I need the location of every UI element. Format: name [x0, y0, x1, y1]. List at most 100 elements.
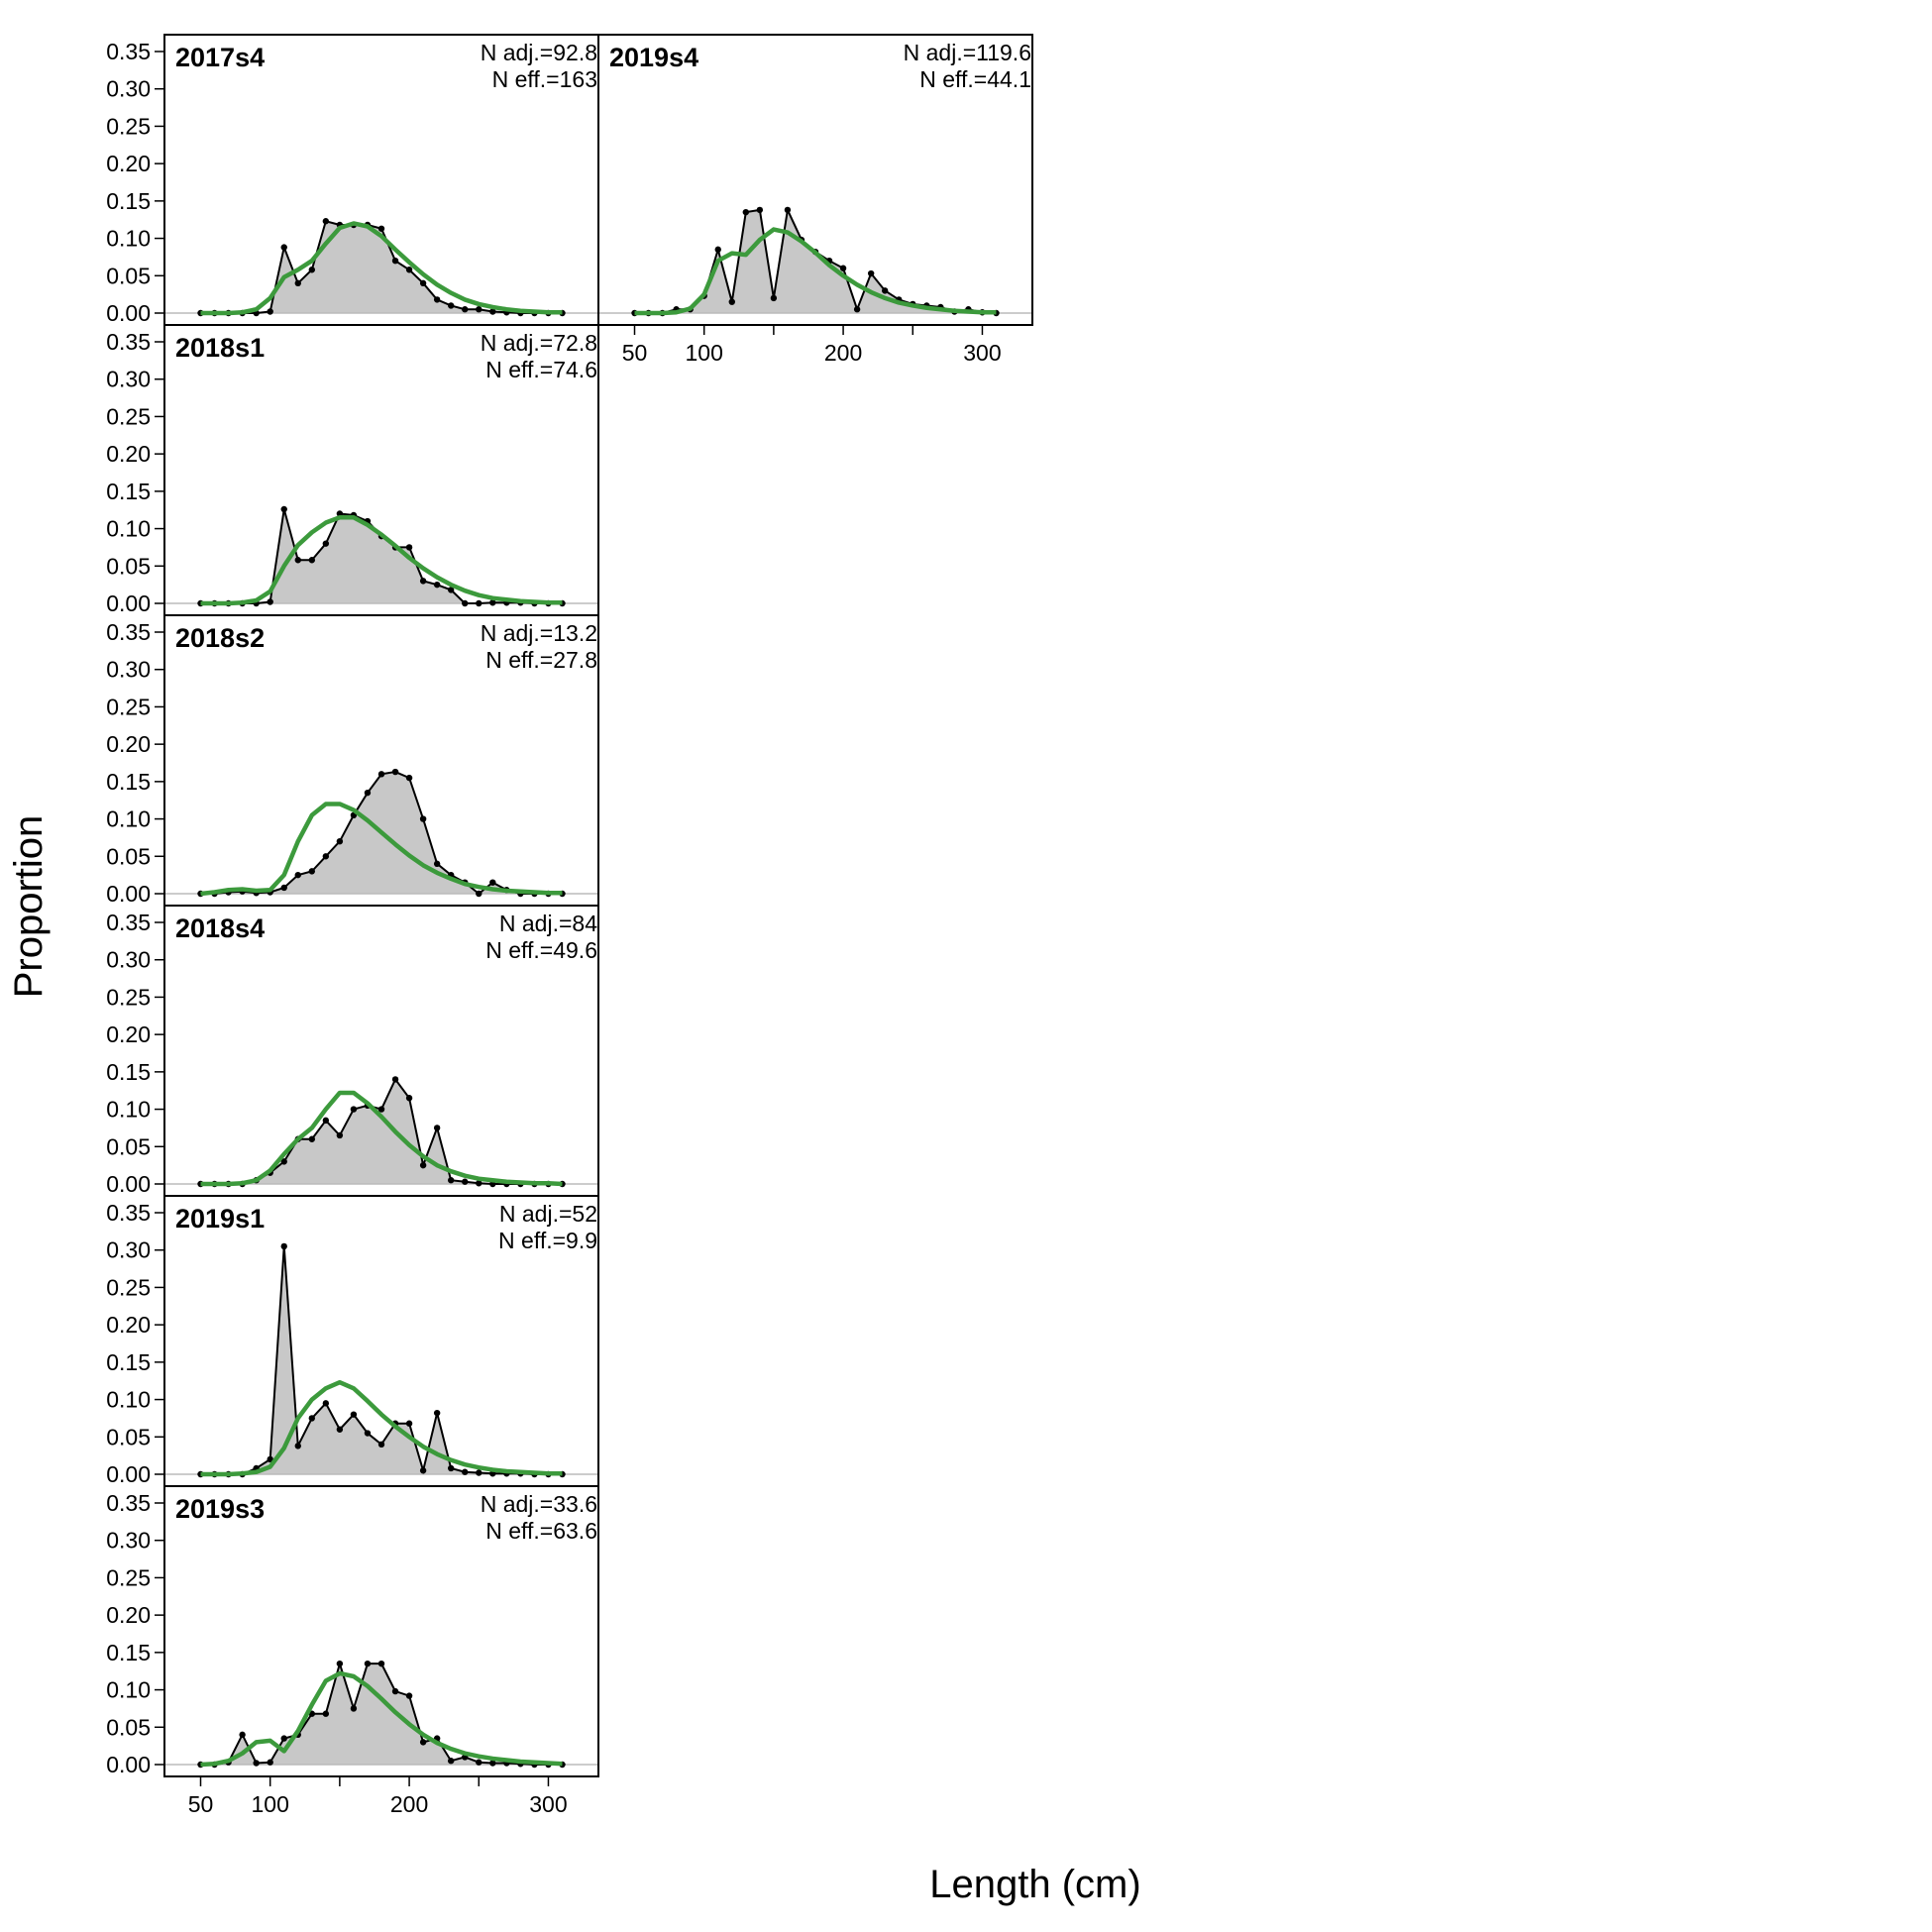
expected-line	[200, 1379, 563, 1477]
x-axis-title: Length (cm)	[929, 1863, 1140, 1906]
observed-point	[419, 578, 427, 585]
y-tick-label: 0.15	[106, 479, 151, 504]
y-tick-label: 0.20	[106, 1602, 151, 1628]
x-tick-label: 300	[529, 1791, 567, 1817]
y-tick-label: 0.30	[106, 367, 151, 392]
expected-line	[200, 802, 563, 897]
observed-point	[322, 853, 330, 860]
y-tick-label: 0.10	[106, 1097, 151, 1123]
y-tick-label: 0.15	[106, 769, 151, 795]
observed-point	[714, 246, 721, 254]
observed-point	[308, 1135, 316, 1142]
expected-line	[200, 515, 563, 606]
observed-point	[322, 1117, 330, 1125]
observed-point	[433, 581, 441, 589]
observed-point	[350, 1106, 358, 1113]
observed-point	[377, 225, 385, 232]
n-eff-label: N eff.=74.6	[485, 357, 597, 382]
panel-title: 2019s4	[609, 43, 698, 72]
panel-2018s2: 0.00 0.05 0.10 0.15 0.20 0.25 0.30 0.35 2018s2 N …	[106, 614, 599, 907]
y-tick-label: 0.00	[106, 590, 151, 616]
observed-point	[489, 599, 496, 606]
y-tick-label: 0.30	[106, 1237, 151, 1263]
panel-frame	[163, 1485, 599, 1777]
panel-2019s1: 0.00 0.05 0.10 0.15 0.20 0.25 0.30 0.35 2019s1 N …	[106, 1195, 599, 1487]
y-tick-label: 0.30	[106, 76, 151, 102]
y-tick-label: 0.20	[106, 441, 151, 467]
y-tick-label: 0.20	[106, 151, 151, 176]
observed-point	[280, 1158, 287, 1165]
panel-2019s3: 0.00 0.05 0.10 0.15 0.20 0.25 0.30 0.35 50 100 200…	[106, 1485, 599, 1817]
y-tick-label: 0.00	[106, 300, 151, 326]
y-tick-label: 0.00	[106, 1461, 151, 1487]
y-tick-label: 0.35	[106, 329, 151, 355]
panel-title: 2018s2	[175, 623, 265, 653]
n-adj-label: N adj.=72.8	[481, 330, 597, 356]
expected-line	[200, 1670, 563, 1768]
y-tick-label: 0.10	[106, 226, 151, 252]
panel-title: 2018s4	[175, 913, 265, 943]
observed-area	[200, 1664, 563, 1765]
n-eff-label: N eff.=63.6	[485, 1518, 597, 1544]
panel-frame	[597, 34, 1033, 326]
n-eff-label: N eff.=27.8	[485, 647, 597, 673]
y-tick-label: 0.35	[106, 1200, 151, 1226]
n-eff-label: N eff.=163	[492, 66, 597, 92]
observed-point	[308, 557, 316, 564]
observed-point	[405, 774, 413, 782]
y-tick-label: 0.15	[106, 188, 151, 214]
observed-point	[489, 308, 496, 315]
observed-point	[476, 599, 483, 607]
observed-point	[476, 1180, 483, 1187]
observed-point	[336, 1426, 344, 1433]
panel-2019s4: 50 100 200 300 2019s4 N adj.=119.6N eff.=44.1	[597, 34, 1033, 366]
y-tick-label: 0.35	[106, 39, 151, 64]
observed-point	[391, 1687, 399, 1695]
observed-point	[867, 269, 875, 277]
observed-point	[294, 279, 301, 287]
observed-point	[447, 1758, 455, 1765]
observed-point	[476, 1469, 483, 1476]
observed-point	[476, 306, 483, 313]
y-tick-label: 0.15	[106, 1349, 151, 1375]
observed-point	[322, 540, 330, 547]
observed-point	[364, 1660, 372, 1667]
observed-point	[391, 258, 399, 265]
observed-point	[322, 1710, 330, 1717]
x-tick-label: 50	[622, 340, 648, 366]
y-tick-label: 0.25	[106, 1274, 151, 1300]
observed-point	[280, 1242, 287, 1250]
n-adj-label: N adj.=52	[499, 1201, 597, 1227]
observed-point	[364, 789, 372, 797]
observed-point	[239, 1731, 246, 1739]
observed-point	[294, 871, 301, 879]
observed-point	[308, 868, 316, 875]
observed-point	[377, 771, 385, 778]
x-tick-label: 300	[963, 340, 1001, 366]
panels-layer: 0.00 0.05 0.10 0.15 0.20 0.25 0.30 0.35 2017s4 N …	[106, 34, 1033, 1817]
y-tick-label: 0.30	[106, 657, 151, 683]
observed-point	[489, 1760, 496, 1767]
observed-point	[784, 206, 792, 214]
y-tick-label: 0.05	[106, 263, 151, 288]
expected-line	[200, 221, 563, 316]
observed-point	[728, 298, 735, 305]
observed-point	[419, 1739, 427, 1746]
observed-point	[308, 1415, 316, 1422]
observed-point	[405, 1420, 413, 1427]
observed-point	[280, 1735, 287, 1742]
x-tick-label: 200	[824, 340, 862, 366]
observed-point	[377, 1660, 385, 1667]
observed-point	[308, 267, 316, 273]
panel-title: 2019s1	[175, 1204, 265, 1234]
observed-point	[462, 1178, 469, 1185]
observed-point	[322, 1400, 330, 1407]
y-tick-label: 0.10	[106, 516, 151, 542]
observed-point	[350, 1705, 358, 1712]
observed-point	[280, 505, 287, 513]
observed-point	[336, 1660, 344, 1667]
y-tick-label: 0.25	[106, 403, 151, 429]
panel-2018s4: 0.00 0.05 0.10 0.15 0.20 0.25 0.30 0.35 2018s4 N …	[106, 905, 599, 1197]
y-tick-label: 0.00	[106, 881, 151, 907]
y-tick-label: 0.25	[106, 1564, 151, 1590]
